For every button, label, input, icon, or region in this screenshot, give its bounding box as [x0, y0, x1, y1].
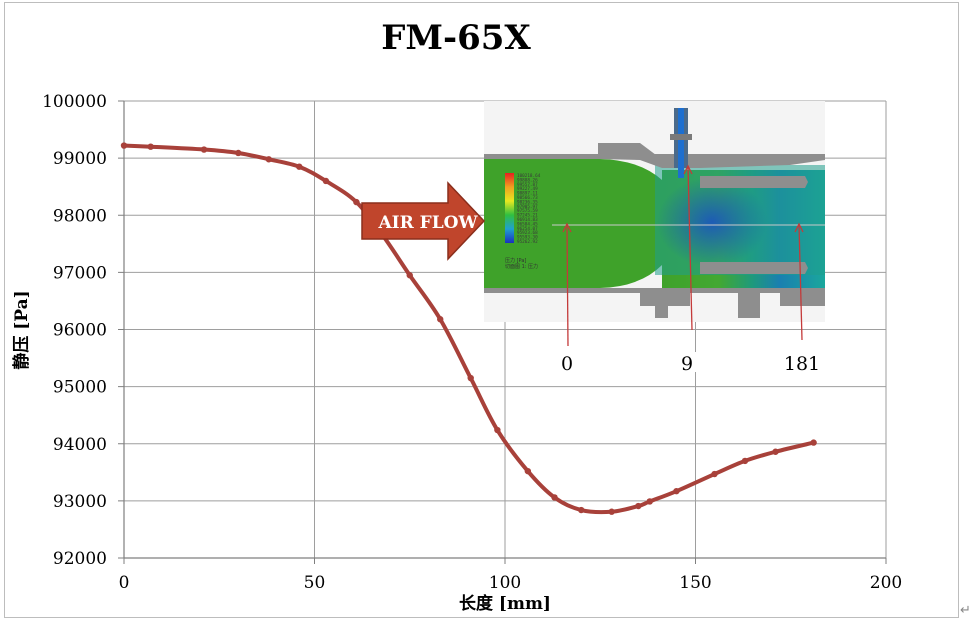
- data-point: [810, 439, 817, 446]
- data-point: [235, 149, 242, 157]
- data-point: [673, 487, 680, 495]
- data-point: [578, 506, 585, 514]
- y-tick-label: 94000: [53, 435, 107, 455]
- chart-frame: [4, 2, 959, 618]
- legend-unit: 压力 [Pa]: [505, 257, 526, 264]
- legend-value: 96254.07: [517, 226, 538, 232]
- legend-caption: 切面图 1: 压力: [505, 263, 538, 270]
- legend-value: 98897.11: [517, 191, 538, 197]
- data-point: [524, 467, 532, 475]
- cfd-pressure-contour-image: 100218.6499888.2699557.8799227.4998897.1…: [484, 101, 825, 322]
- x-tick-labels: 0 50 100 150 200: [119, 573, 903, 593]
- marker-line-0: [566, 224, 569, 347]
- y-tick-label: 100000: [42, 92, 107, 112]
- y-tick-label: 98000: [53, 206, 107, 226]
- data-point: [772, 448, 779, 455]
- axes: [118, 100, 887, 564]
- color-legend-bar: [505, 173, 514, 243]
- x-axis-label: 长度 [mm]: [459, 593, 551, 614]
- legend-value: 97905.97: [517, 204, 538, 210]
- legend-value: 99888.26: [517, 177, 538, 183]
- y-tick-label: 97000: [53, 263, 107, 283]
- data-point: [467, 374, 474, 382]
- y-tick-label: 96000: [53, 321, 107, 341]
- data-point: [741, 457, 749, 465]
- data-point: [200, 146, 208, 153]
- data-point: [551, 494, 558, 501]
- air-flow-label: AIR FLOW: [377, 213, 478, 233]
- legend-value: 95593.30: [517, 235, 538, 241]
- data-point: [353, 198, 360, 206]
- color-legend-labels: 100218.6499888.2699557.8799227.4998897.1…: [517, 173, 541, 245]
- data-point: [296, 163, 303, 170]
- legend-value: 96584.45: [517, 221, 538, 227]
- air-flow-arrow: AIR FLOW: [361, 181, 486, 261]
- data-point: [265, 156, 272, 163]
- x-tick-label: 200: [870, 573, 902, 593]
- data-point: [711, 470, 718, 478]
- y-tick-label: 99000: [53, 149, 107, 169]
- data-point: [608, 508, 615, 515]
- y-tick-labels: 92000 93000 94000 95000 96000 97000 98000 99000…: [42, 92, 107, 569]
- marker-line-181: [798, 224, 803, 341]
- y-tick-label: 92000: [53, 549, 107, 569]
- legend-value: 97575.59: [517, 208, 538, 214]
- legend-value: 95923.68: [517, 230, 538, 236]
- data-point: [646, 498, 653, 505]
- x-tick-label: 100: [489, 573, 521, 593]
- data-point: [322, 177, 330, 185]
- chart-title: FM-65X: [381, 18, 531, 58]
- x-tick-label: 150: [679, 573, 711, 593]
- station-markers: 0 9 181: [555, 164, 835, 375]
- marker-line-9: [687, 165, 693, 331]
- x-tick-label: 0: [119, 573, 130, 593]
- y-axis-label: 静压 [Pa]: [11, 290, 32, 369]
- marker-label-181: 181: [784, 353, 820, 375]
- data-point: [635, 502, 642, 510]
- legend-value: 96914.83: [517, 217, 538, 223]
- legend-value: 97245.21: [517, 213, 538, 219]
- x-tick-label: 50: [304, 573, 326, 593]
- data-point: [406, 272, 413, 279]
- legend-value: 95262.92: [517, 239, 538, 245]
- data-point: [147, 143, 154, 150]
- data-point: [120, 142, 128, 149]
- arrow-right-icon: [361, 181, 486, 261]
- paragraph-return-icon: ↵: [960, 603, 971, 618]
- data-point: [437, 316, 444, 323]
- legend-value: 98566.73: [517, 195, 538, 201]
- y-tick-label: 95000: [53, 378, 107, 398]
- legend-value: 98236.35: [517, 199, 538, 205]
- legend-value: 100218.64: [517, 173, 541, 179]
- marker-label-9: 9: [681, 353, 693, 375]
- legend-value: 99557.87: [517, 182, 538, 188]
- y-tick-label: 93000: [53, 492, 107, 512]
- legend-value: 99227.49: [517, 186, 538, 192]
- marker-label-0: 0: [561, 353, 573, 375]
- data-point: [494, 426, 501, 434]
